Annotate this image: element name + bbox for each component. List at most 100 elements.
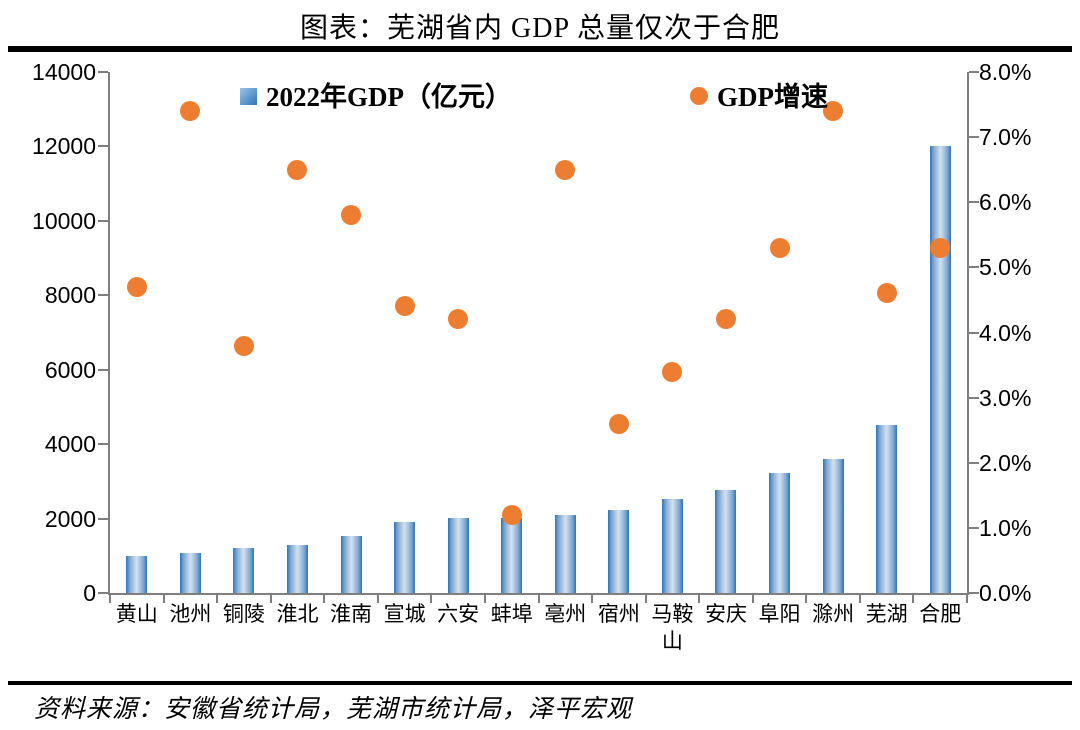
footer-divider-rule — [8, 681, 1072, 685]
right-axis-tick-mark — [969, 331, 979, 334]
growth-dot-铜陵 — [233, 335, 254, 356]
x-label-芜湖: 芜湖 — [865, 602, 908, 626]
growth-dot-淮北 — [287, 159, 308, 180]
growth-dot-亳州 — [555, 159, 576, 180]
right-axis-tick-label: 0.0% — [979, 580, 1032, 606]
gdp-bar-滁州 — [822, 458, 844, 593]
x-axis-line — [108, 593, 969, 595]
x-axis-category-labels: 黄山 池州 铜陵 淮北 淮南 宣城 六安 蚌埠 亳州 宿州 马鞍山 安庆 阜阳 滁州 芜湖 合肥 — [110, 601, 967, 663]
x-axis-tick-mark — [858, 595, 861, 603]
gdp-bar-阜阳 — [769, 472, 791, 593]
legend-item-gdp: 2022年GDP（亿元） — [240, 75, 512, 114]
x-axis-tick-mark — [751, 595, 754, 603]
gdp-bar-安庆 — [715, 490, 737, 593]
x-axis-tick-mark — [323, 595, 326, 603]
legend-item-growth: GDP增速 — [690, 75, 828, 114]
right-axis-tick-mark — [969, 71, 979, 73]
left-axis-tick-mark — [98, 592, 108, 594]
x-axis-tick-mark — [269, 595, 272, 603]
legend-growth-label: GDP增速 — [717, 82, 828, 112]
left-axis-tick-mark — [98, 71, 108, 73]
growth-dot-宣城 — [394, 296, 415, 317]
growth-dot-阜阳 — [769, 237, 790, 258]
growth-dot-合肥 — [930, 237, 951, 258]
chart-title: 图表：芜湖省内 GDP 总量仅次于合肥 — [300, 13, 780, 44]
right-axis-tick-label: 2.0% — [979, 449, 1032, 476]
right-axis-tick-mark — [969, 396, 979, 399]
gdp-bar-蚌埠 — [501, 518, 523, 593]
right-axis-tick-mark — [969, 201, 979, 204]
plot-area: 2022年GDP（亿元） GDP增速 — [98, 71, 979, 603]
gdp-bar-淮南 — [340, 535, 362, 593]
x-axis-tick-mark — [483, 595, 486, 603]
right-axis-tick-mark — [969, 461, 979, 464]
right-axis-line — [967, 72, 969, 595]
x-axis-tick-mark — [376, 595, 379, 603]
left-axis-tick-mark — [98, 368, 108, 371]
x-label-铜陵: 铜陵 — [222, 602, 265, 626]
x-axis-tick-mark — [162, 595, 165, 603]
x-label-池州: 池州 — [169, 602, 212, 626]
x-label-滁州: 滁州 — [812, 602, 855, 626]
x-label-亳州: 亳州 — [544, 602, 587, 626]
gdp-bar-合肥 — [929, 145, 951, 593]
left-axis-tick-label: 8000 — [44, 282, 96, 309]
growth-dot-马鞍山 — [662, 361, 683, 382]
gdp-bar-马鞍山 — [661, 499, 683, 593]
x-axis-tick-mark — [698, 595, 701, 603]
right-axis-tick-mark — [969, 266, 979, 269]
gdp-bar-宣城 — [394, 521, 416, 593]
title-divider-rule — [8, 46, 1072, 52]
left-axis-tick-label: 10000 — [32, 207, 96, 234]
left-axis-tick-mark — [98, 219, 108, 222]
legend-gdp-label: 2022年GDP（亿元） — [266, 82, 512, 112]
left-axis-tick-mark — [98, 517, 108, 520]
growth-dot-池州 — [180, 101, 201, 122]
x-axis-tick-mark — [537, 595, 540, 603]
left-axis-tick-mark — [98, 145, 108, 148]
x-label-黄山: 黄山 — [115, 602, 158, 626]
x-axis-tick-mark — [591, 595, 594, 603]
left-axis-tick-mark — [98, 294, 108, 297]
x-axis-tick-mark — [644, 595, 647, 603]
left-axis-tick-label: 4000 — [44, 431, 96, 458]
x-label-蚌埠: 蚌埠 — [490, 602, 533, 626]
x-label-合肥: 合肥 — [919, 602, 962, 626]
right-axis-tick-label: 5.0% — [979, 254, 1032, 281]
right-axis-tick-mark — [969, 526, 979, 529]
growth-dot-安庆 — [715, 309, 736, 330]
left-axis-tick-label: 12000 — [32, 133, 96, 160]
x-axis-tick-mark — [805, 595, 808, 603]
growth-dot-蚌埠 — [501, 504, 522, 525]
gdp-bar-池州 — [179, 552, 201, 593]
gdp-bar-宿州 — [608, 510, 630, 593]
x-label-马鞍山: 马鞍山 — [651, 602, 694, 653]
source-note: 资料来源：安徽省统计局，芜湖市统计局，泽平宏观 — [34, 696, 633, 723]
orange-dot-marker-icon — [690, 87, 708, 105]
gdp-bar-亳州 — [554, 514, 576, 593]
left-axis-line — [108, 72, 110, 595]
left-axis-tick-label: 14000 — [32, 59, 96, 85]
right-axis-tick-label: 6.0% — [979, 189, 1032, 216]
right-axis-tick-label: 7.0% — [979, 124, 1032, 151]
blue-square-marker-icon — [240, 87, 257, 105]
right-axis-labels: 8.0% 7.0% 6.0% 5.0% 4.0% 3.0% 2.0% 1.0% 0.0% — [979, 59, 1079, 606]
x-label-淮北: 淮北 — [276, 602, 319, 626]
x-label-宣城: 宣城 — [383, 602, 426, 626]
x-label-阜阳: 阜阳 — [758, 602, 801, 626]
x-axis-tick-mark — [430, 595, 433, 603]
right-axis-tick-label: 4.0% — [979, 319, 1032, 346]
gdp-bar-铜陵 — [233, 548, 255, 593]
x-axis-tick-mark — [109, 595, 111, 603]
right-axis-tick-label: 8.0% — [979, 59, 1032, 85]
x-label-淮南: 淮南 — [330, 602, 373, 626]
x-axis-tick-mark — [216, 595, 219, 603]
right-axis-tick-mark — [969, 136, 979, 139]
right-axis-tick-label: 1.0% — [979, 514, 1032, 541]
growth-dot-黄山 — [126, 276, 147, 297]
right-axis-tick-label: 3.0% — [979, 384, 1032, 411]
growth-dot-滁州 — [823, 101, 844, 122]
right-axis-tick-mark — [969, 592, 979, 594]
gdp-bar-淮北 — [286, 544, 308, 593]
